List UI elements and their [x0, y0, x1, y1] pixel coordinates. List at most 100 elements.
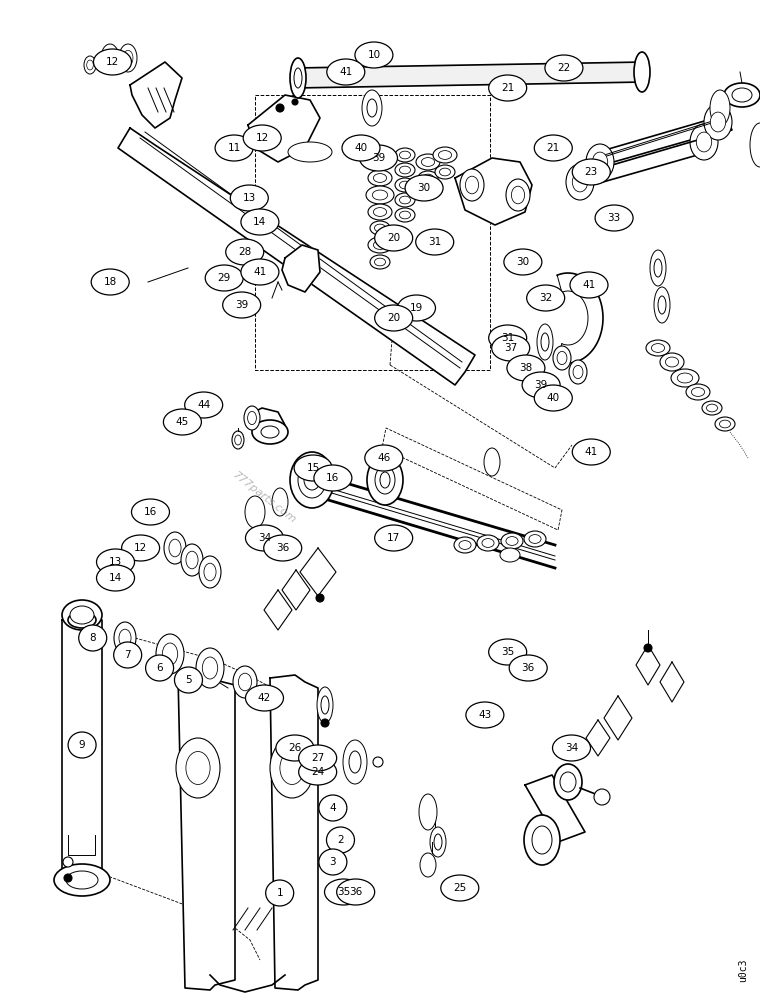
Text: 40: 40: [354, 143, 368, 153]
Ellipse shape: [299, 745, 337, 771]
Ellipse shape: [337, 879, 375, 905]
Ellipse shape: [146, 655, 173, 681]
Text: 34: 34: [565, 743, 578, 753]
Ellipse shape: [368, 204, 392, 220]
Text: 4: 4: [330, 803, 336, 813]
Text: 30: 30: [516, 257, 530, 267]
Ellipse shape: [524, 815, 560, 865]
Ellipse shape: [327, 59, 365, 85]
Ellipse shape: [454, 537, 476, 553]
Ellipse shape: [319, 849, 347, 875]
Ellipse shape: [750, 123, 760, 167]
Ellipse shape: [397, 295, 435, 321]
Ellipse shape: [245, 525, 283, 551]
Text: 23: 23: [584, 167, 598, 177]
Ellipse shape: [105, 50, 115, 66]
Ellipse shape: [572, 172, 587, 192]
Text: 26: 26: [288, 743, 302, 753]
Ellipse shape: [370, 255, 390, 269]
Text: 31: 31: [501, 333, 515, 343]
Polygon shape: [300, 548, 336, 596]
Ellipse shape: [123, 50, 133, 66]
Ellipse shape: [375, 224, 385, 232]
Ellipse shape: [290, 58, 306, 98]
Text: 27: 27: [311, 753, 325, 763]
Ellipse shape: [245, 685, 283, 711]
Text: 33: 33: [607, 213, 621, 223]
Text: 2: 2: [337, 835, 344, 845]
Ellipse shape: [375, 225, 413, 251]
Ellipse shape: [416, 229, 454, 255]
Ellipse shape: [504, 249, 542, 275]
Ellipse shape: [62, 600, 102, 630]
Text: 28: 28: [238, 247, 252, 257]
Ellipse shape: [375, 258, 385, 266]
Ellipse shape: [686, 384, 710, 400]
Text: 31: 31: [428, 237, 442, 247]
Ellipse shape: [570, 272, 608, 298]
Ellipse shape: [569, 360, 587, 384]
Ellipse shape: [560, 772, 576, 792]
Polygon shape: [282, 245, 320, 292]
Ellipse shape: [317, 687, 333, 723]
Ellipse shape: [367, 99, 377, 117]
Ellipse shape: [506, 537, 518, 545]
Polygon shape: [455, 158, 532, 225]
Ellipse shape: [484, 448, 500, 476]
Ellipse shape: [534, 385, 572, 411]
Ellipse shape: [68, 732, 96, 758]
Ellipse shape: [720, 420, 730, 428]
Ellipse shape: [164, 532, 186, 564]
Ellipse shape: [299, 759, 337, 785]
Polygon shape: [178, 672, 235, 990]
Ellipse shape: [566, 164, 594, 200]
Ellipse shape: [342, 135, 380, 161]
Ellipse shape: [529, 535, 541, 543]
Ellipse shape: [91, 269, 129, 295]
Ellipse shape: [395, 178, 415, 192]
Text: u0c3: u0c3: [738, 958, 748, 982]
Ellipse shape: [119, 44, 137, 72]
Ellipse shape: [325, 879, 363, 905]
Circle shape: [644, 644, 652, 652]
Text: 21: 21: [501, 83, 515, 93]
Ellipse shape: [692, 388, 705, 396]
Ellipse shape: [465, 176, 479, 194]
Text: 14: 14: [109, 573, 122, 583]
Text: 18: 18: [103, 277, 117, 287]
Ellipse shape: [367, 455, 403, 505]
Text: 12: 12: [134, 543, 147, 553]
Ellipse shape: [553, 735, 591, 761]
Ellipse shape: [507, 355, 545, 381]
Ellipse shape: [223, 292, 261, 318]
Ellipse shape: [690, 124, 718, 160]
Text: 19: 19: [410, 303, 423, 313]
Polygon shape: [270, 675, 318, 990]
Ellipse shape: [477, 535, 499, 551]
Ellipse shape: [270, 738, 314, 798]
Ellipse shape: [400, 166, 410, 174]
Ellipse shape: [482, 539, 494, 547]
Text: 25: 25: [453, 883, 467, 893]
Ellipse shape: [368, 170, 392, 186]
Ellipse shape: [163, 409, 201, 435]
Ellipse shape: [215, 135, 253, 161]
Ellipse shape: [288, 142, 332, 162]
Text: 34: 34: [258, 533, 271, 543]
Circle shape: [64, 874, 72, 882]
Ellipse shape: [421, 158, 435, 166]
Ellipse shape: [423, 174, 433, 182]
Ellipse shape: [230, 185, 268, 211]
Ellipse shape: [239, 673, 252, 691]
Polygon shape: [248, 95, 320, 162]
Ellipse shape: [327, 827, 354, 853]
Ellipse shape: [506, 179, 530, 211]
Ellipse shape: [724, 83, 760, 107]
Ellipse shape: [233, 666, 257, 698]
Text: 13: 13: [109, 557, 122, 567]
Ellipse shape: [419, 794, 437, 830]
Polygon shape: [264, 590, 292, 630]
Ellipse shape: [395, 148, 415, 162]
Ellipse shape: [489, 639, 527, 665]
Ellipse shape: [677, 373, 692, 383]
